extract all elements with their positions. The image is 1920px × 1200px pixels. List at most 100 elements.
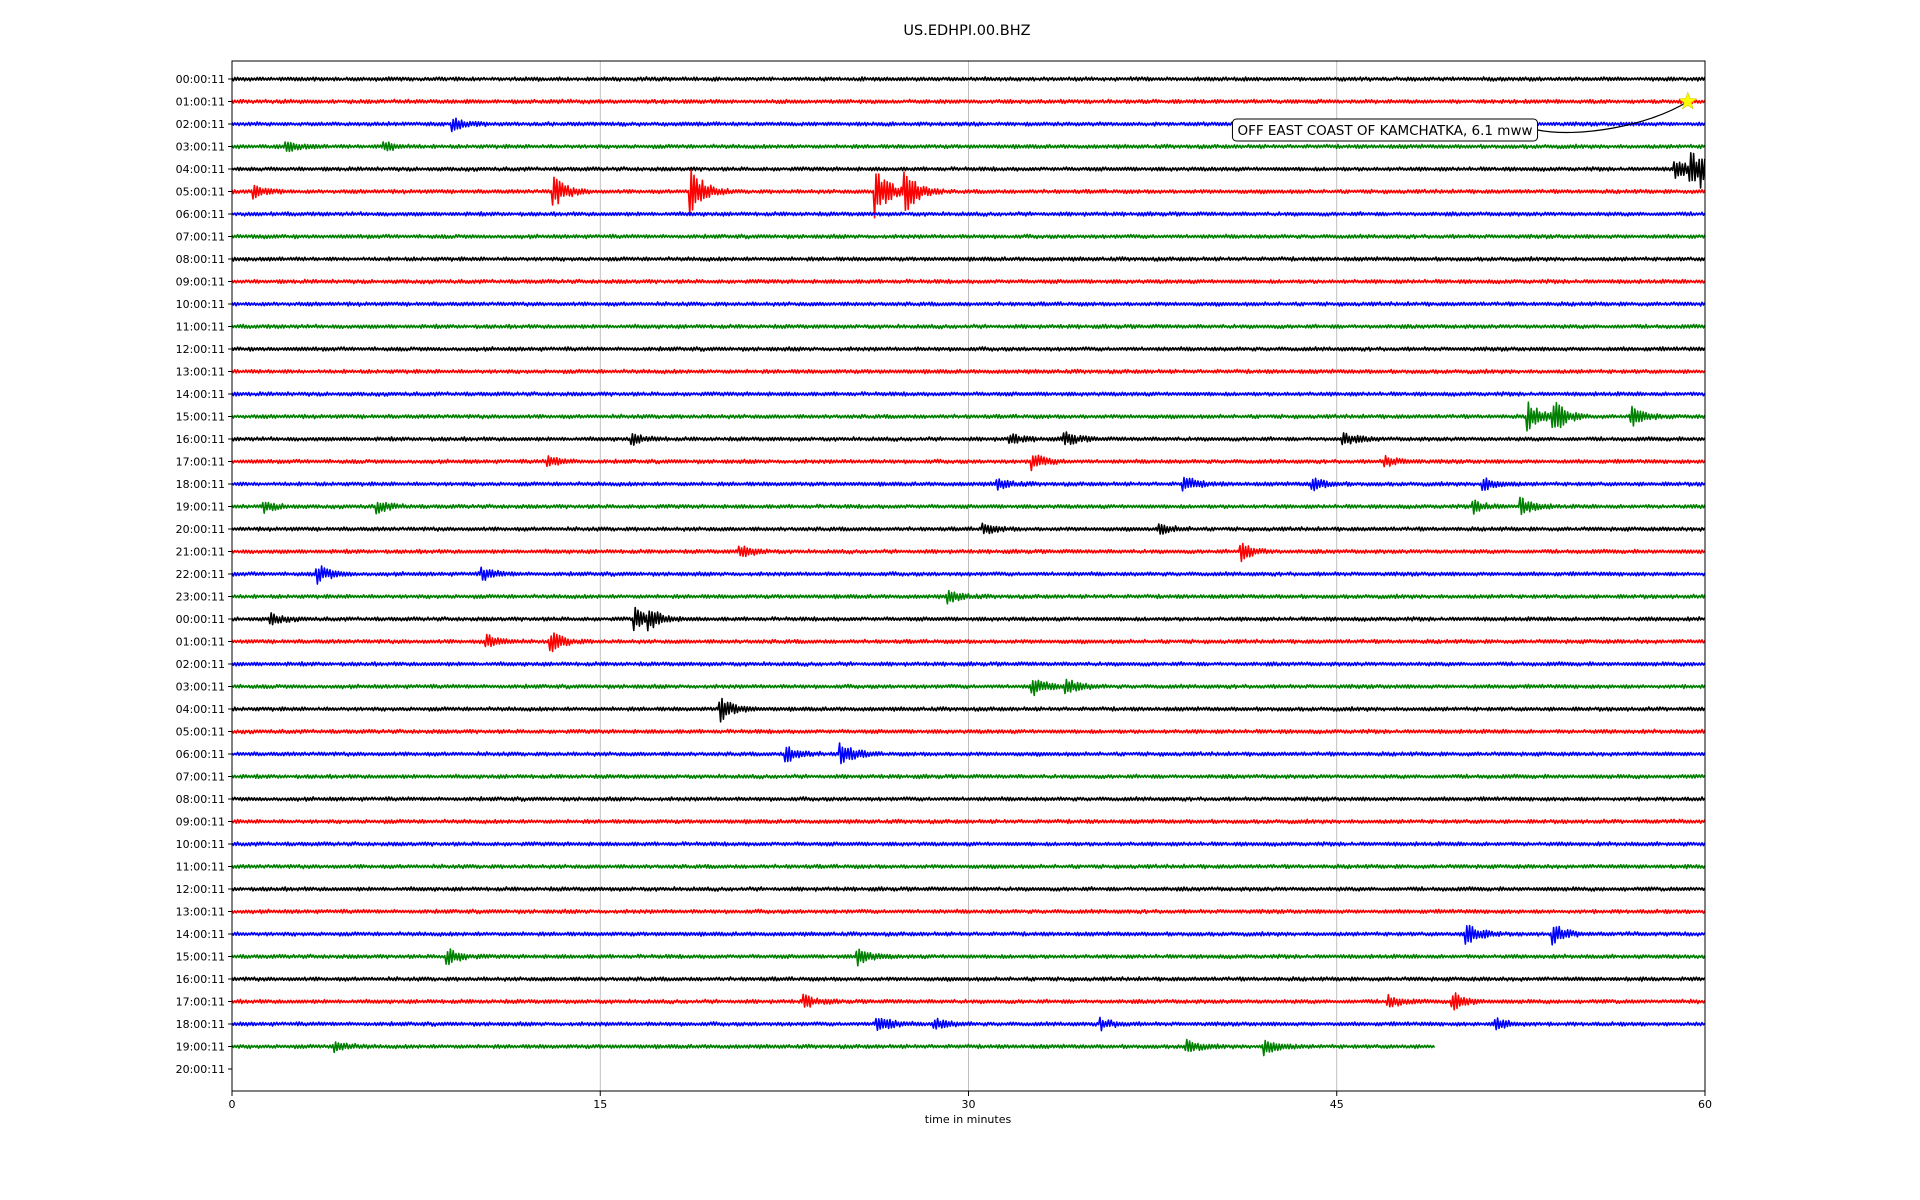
event-annotation: OFF EAST COAST OF KAMCHATKA, 6.1 mww bbox=[1231, 91, 1698, 142]
trace-39 bbox=[231, 948, 1706, 967]
x-tick-label-4: 60 bbox=[1698, 1098, 1712, 1111]
row-label-35: 11:00:11 bbox=[176, 861, 225, 874]
trace-4 bbox=[231, 152, 1706, 189]
trace-41 bbox=[231, 992, 1706, 1011]
row-label-25: 01:00:11 bbox=[176, 636, 225, 649]
row-label-40: 16:00:11 bbox=[176, 973, 225, 986]
trace-33 bbox=[231, 818, 1706, 825]
trace-28 bbox=[231, 697, 1706, 723]
x-tick-label-0: 0 bbox=[229, 1098, 236, 1111]
annotation-arrow bbox=[1537, 100, 1689, 134]
trace-16 bbox=[231, 431, 1706, 446]
trace-43 bbox=[231, 1038, 1436, 1057]
trace-36 bbox=[231, 886, 1706, 892]
row-label-20: 20:00:11 bbox=[176, 523, 225, 536]
row-label-36: 12:00:11 bbox=[176, 883, 225, 896]
row-label-1: 01:00:11 bbox=[176, 96, 225, 109]
row-label-39: 15:00:11 bbox=[176, 951, 225, 964]
trace-23 bbox=[231, 589, 1706, 605]
trace-37 bbox=[231, 908, 1706, 915]
annotation-text: OFF EAST COAST OF KAMCHATKA, 6.1 mww bbox=[1237, 123, 1532, 139]
trace-6 bbox=[231, 211, 1706, 217]
x-tick-label-2: 30 bbox=[962, 1098, 976, 1111]
row-label-9: 09:00:11 bbox=[176, 276, 225, 289]
row-label-8: 08:00:11 bbox=[176, 253, 225, 266]
trace-27 bbox=[231, 678, 1706, 697]
row-label-16: 16:00:11 bbox=[176, 433, 225, 446]
x-axis-label: time in minutes bbox=[925, 1113, 1012, 1126]
trace-18 bbox=[231, 476, 1706, 492]
trace-10 bbox=[231, 301, 1706, 307]
trace-35 bbox=[231, 863, 1706, 870]
trace-21 bbox=[231, 542, 1706, 563]
row-label-19: 19:00:11 bbox=[176, 501, 225, 514]
trace-40 bbox=[231, 976, 1706, 982]
trace-25 bbox=[231, 632, 1706, 653]
row-label-11: 11:00:11 bbox=[176, 321, 225, 334]
row-label-27: 03:00:11 bbox=[176, 681, 225, 694]
trace-15 bbox=[231, 401, 1706, 432]
row-label-34: 10:00:11 bbox=[176, 838, 225, 851]
trace-30 bbox=[231, 742, 1706, 765]
trace-1 bbox=[231, 98, 1706, 105]
trace-22 bbox=[231, 565, 1706, 585]
row-label-23: 23:00:11 bbox=[176, 591, 225, 604]
row-label-28: 04:00:11 bbox=[176, 703, 225, 716]
trace-11 bbox=[231, 323, 1706, 330]
row-label-41: 17:00:11 bbox=[176, 996, 225, 1009]
row-label-29: 05:00:11 bbox=[176, 726, 225, 739]
row-label-31: 07:00:11 bbox=[176, 771, 225, 784]
annotation-box bbox=[1231, 118, 1539, 142]
row-label-7: 07:00:11 bbox=[176, 231, 225, 244]
trace-3 bbox=[231, 141, 1706, 153]
row-label-37: 13:00:11 bbox=[176, 906, 225, 919]
trace-24 bbox=[231, 606, 1706, 632]
trace-42 bbox=[231, 1016, 1706, 1032]
grid-lines bbox=[599, 61, 1338, 1091]
trace-17 bbox=[231, 454, 1706, 472]
row-time-labels: 00:00:11 01:00:11 02:00:11 03:00:11 04:00:11… bbox=[176, 73, 232, 1076]
row-label-42: 18:00:11 bbox=[176, 1018, 225, 1031]
x-tick-label-3: 45 bbox=[1330, 1098, 1344, 1111]
row-label-6: 06:00:11 bbox=[176, 208, 225, 221]
row-label-10: 10:00:11 bbox=[176, 298, 225, 311]
trace-7 bbox=[231, 233, 1706, 240]
trace-32 bbox=[231, 796, 1706, 802]
trace-34 bbox=[231, 841, 1706, 847]
trace-26 bbox=[231, 661, 1706, 667]
row-label-32: 08:00:11 bbox=[176, 793, 225, 806]
row-label-43: 19:00:11 bbox=[176, 1041, 225, 1054]
row-label-0: 00:00:11 bbox=[176, 73, 225, 86]
trace-29 bbox=[231, 728, 1706, 735]
row-label-18: 18:00:11 bbox=[176, 478, 225, 491]
row-label-26: 02:00:11 bbox=[176, 658, 225, 671]
row-label-24: 00:00:11 bbox=[176, 613, 225, 626]
chart-title: US.EDHPI.00.BHZ bbox=[903, 23, 1030, 39]
trace-14 bbox=[231, 391, 1706, 397]
row-label-21: 21:00:11 bbox=[176, 546, 225, 559]
x-tick-label-1: 15 bbox=[593, 1098, 607, 1111]
trace-5 bbox=[231, 169, 1706, 219]
row-label-38: 14:00:11 bbox=[176, 928, 225, 941]
row-label-4: 04:00:11 bbox=[176, 163, 225, 176]
row-label-2: 02:00:11 bbox=[176, 118, 225, 131]
trace-38 bbox=[231, 924, 1706, 946]
x-axis-ticks: 0 15 30 45 60 bbox=[229, 1091, 1712, 1111]
trace-19 bbox=[231, 496, 1706, 516]
row-label-30: 06:00:11 bbox=[176, 748, 225, 761]
trace-8 bbox=[231, 256, 1706, 262]
trace-0 bbox=[231, 76, 1706, 82]
row-label-15: 15:00:11 bbox=[176, 411, 225, 424]
seismic-traces bbox=[231, 76, 1706, 1057]
row-label-3: 03:00:11 bbox=[176, 141, 225, 154]
row-label-12: 12:00:11 bbox=[176, 343, 225, 356]
row-label-17: 17:00:11 bbox=[176, 456, 225, 469]
trace-13 bbox=[231, 368, 1706, 375]
row-label-44: 20:00:11 bbox=[176, 1063, 225, 1076]
event-star-icon bbox=[1678, 91, 1698, 110]
trace-12 bbox=[231, 346, 1706, 352]
row-label-22: 22:00:11 bbox=[176, 568, 225, 581]
row-label-14: 14:00:11 bbox=[176, 388, 225, 401]
trace-20 bbox=[231, 522, 1706, 535]
